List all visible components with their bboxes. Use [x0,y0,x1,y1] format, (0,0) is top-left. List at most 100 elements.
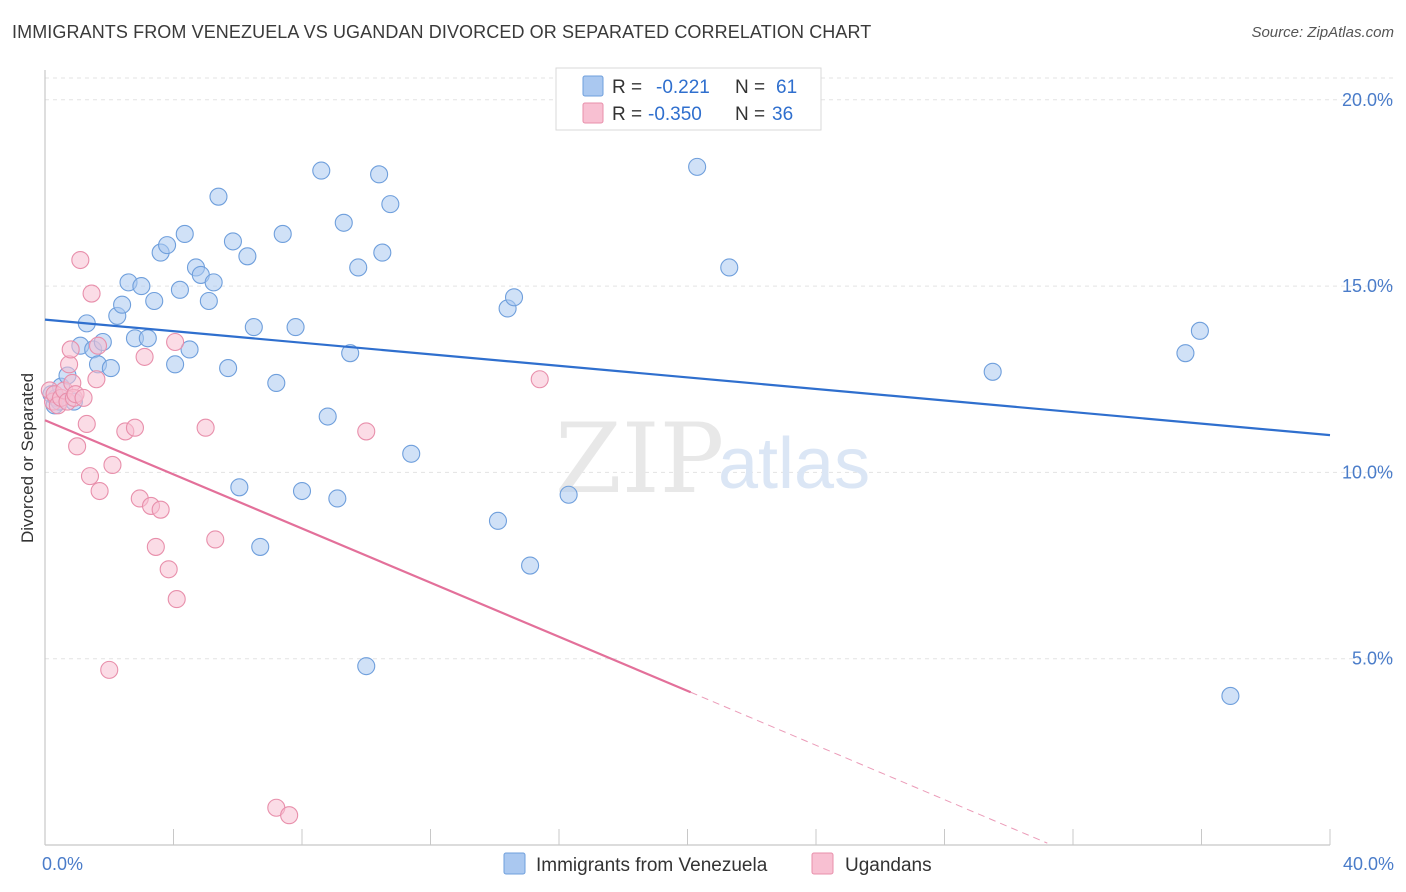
legend-swatch-ugandans [582,102,604,124]
point-ugandans [125,418,144,437]
point-ugandans [68,437,87,456]
point-venezuela [559,485,578,504]
point-ugandans [167,590,186,609]
point-venezuela [292,481,312,501]
point-ugandans [166,332,185,352]
series-legend: Immigrants from Venezuela Ugandans [503,852,932,876]
point-ugandans [100,660,119,679]
watermark-atlas: atlas [718,424,870,504]
point-ugandans [103,455,122,475]
point-venezuela [230,478,249,497]
y-axis-label: Divorced or Separated [18,373,37,543]
point-venezuela [402,444,421,463]
point-ugandans [74,388,93,407]
point-venezuela [145,291,164,311]
y-tick-label: 20.0% [1342,90,1393,110]
point-venezuela [204,273,223,292]
point-ugandans [77,414,96,434]
chart-source: Source: ZipAtlas.com [1251,24,1394,41]
trend-line-venezuela [44,318,1331,437]
point-venezuela [688,157,707,176]
point-venezuela [349,258,368,277]
point-ugandans [530,370,549,389]
data-points [40,157,1240,825]
series-swatch-venezuela [503,852,526,875]
point-ugandans [60,355,79,374]
point-venezuela [370,165,389,184]
watermark-zip: ZIP [555,403,724,515]
point-venezuela [101,359,120,378]
trend-lines [44,318,1331,844]
x-tick-label: 40.0% [1343,854,1394,874]
point-venezuela [267,373,286,393]
point-venezuela [318,407,337,426]
axes [44,70,1331,846]
point-venezuela [180,340,199,359]
point-venezuela [238,247,257,266]
point-ugandans [80,467,100,486]
point-ugandans [82,284,101,303]
point-venezuela [286,318,305,337]
point-ugandans [87,370,106,389]
point-venezuela [273,224,292,243]
point-venezuela [357,657,376,676]
trend-line-ugandans [44,419,692,694]
point-ugandans [151,500,170,519]
point-ugandans [71,250,90,270]
point-ugandans [88,336,108,355]
point-venezuela [219,359,238,378]
point-venezuela [158,236,177,255]
point-venezuela [373,243,392,262]
point-venezuela [328,489,347,508]
point-venezuela [1176,344,1195,363]
point-venezuela [199,291,218,311]
legend-n-label: N = [735,77,765,98]
point-venezuela [113,295,132,314]
x-tick-label: 0.0% [42,854,83,874]
watermark: ZIP atlas [555,403,870,515]
y-tick-label: 5.0% [1352,649,1393,669]
point-ugandans [90,481,109,501]
point-venezuela [1190,321,1209,340]
point-ugandans [280,806,299,825]
y-tick-label: 10.0% [1342,462,1393,482]
point-venezuela [132,277,151,296]
point-venezuela [138,329,157,348]
legend-n-value: 36 [772,104,793,125]
legend-n-label: N = [735,104,765,125]
gridlines [45,77,1395,660]
legend-r-value: -0.221 [656,77,710,98]
tick-labels: 5.0% 10.0% 15.0% 20.0% 0.0% 40.0% [42,90,1394,874]
chart-title: IMMIGRANTS FROM VENEZUELA VS UGANDAN DIV… [12,22,872,42]
point-venezuela [983,362,1002,381]
point-venezuela [166,355,185,374]
series-swatch-ugandans [811,852,834,875]
point-ugandans [357,422,376,441]
point-venezuela [223,232,242,251]
legend-n-value: 61 [776,77,797,98]
point-venezuela [1221,686,1240,706]
point-venezuela [251,537,270,556]
legend-r-label: R = [612,77,642,98]
point-venezuela [504,288,524,307]
point-venezuela [720,258,739,277]
series-label-venezuela: Immigrants from Venezuela [536,855,768,876]
point-venezuela [244,318,263,337]
point-ugandans [206,530,225,549]
point-venezuela [488,511,508,530]
point-ugandans [159,560,178,579]
point-venezuela [312,161,331,180]
point-venezuela [209,187,228,206]
point-venezuela [170,280,189,299]
legend-r-label: R = [612,104,642,125]
trend-extension-ugandans [690,691,1048,844]
point-venezuela [521,556,540,575]
point-ugandans [61,340,80,359]
point-venezuela [334,213,353,232]
y-tick-label: 15.0% [1342,276,1393,296]
point-venezuela [175,224,194,243]
legend-r-value: -0.350 [648,104,702,125]
series-label-ugandans: Ugandans [845,855,932,876]
point-venezuela [341,344,360,363]
